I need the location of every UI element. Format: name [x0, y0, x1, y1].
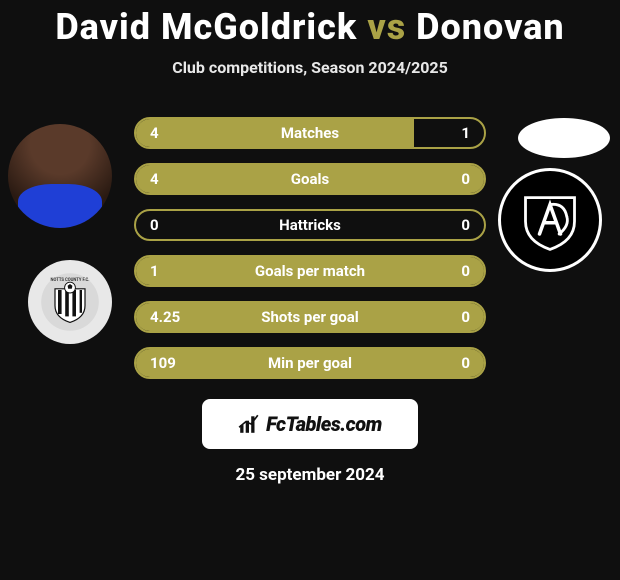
- stat-value-left: 1: [136, 262, 206, 280]
- stat-label: Min per goal: [206, 354, 414, 372]
- stat-value-right: 0: [414, 308, 484, 326]
- stat-value-left: 4: [136, 170, 206, 188]
- player-left-avatar: [8, 124, 112, 228]
- stat-row: 109Min per goal0: [134, 347, 486, 379]
- club-right-crest: [498, 168, 602, 272]
- stat-label: Matches: [206, 124, 414, 142]
- stat-value-left: 4: [136, 124, 206, 142]
- title-vs: vs: [367, 6, 406, 48]
- stat-label: Goals: [206, 170, 414, 188]
- stat-value-right: 0: [414, 170, 484, 188]
- stat-row: 0Hattricks0: [134, 209, 486, 241]
- brand-badge[interactable]: FcTables.com: [202, 399, 418, 449]
- stats-container: 4Matches14Goals00Hattricks01Goals per ma…: [134, 117, 486, 379]
- stat-value-right: 1: [414, 124, 484, 142]
- footer-date: 25 september 2024: [0, 465, 620, 485]
- stat-row: 4Goals0: [134, 163, 486, 195]
- title-player2: Donovan: [416, 6, 565, 48]
- stat-value-right: 0: [414, 262, 484, 280]
- stat-row: 1Goals per match0: [134, 255, 486, 287]
- stat-value-right: 0: [414, 216, 484, 234]
- club-shield-icon: [515, 185, 585, 255]
- stat-value-left: 0: [136, 216, 206, 234]
- stat-label: Shots per goal: [206, 308, 414, 326]
- shield-stripes-icon: NOTTS COUNTY F.C.: [40, 272, 100, 332]
- stat-value-left: 109: [136, 354, 206, 372]
- stat-label: Hattricks: [206, 216, 414, 234]
- stat-label: Goals per match: [206, 262, 414, 280]
- chart-icon: [238, 413, 260, 435]
- stat-value-right: 0: [414, 354, 484, 372]
- player-right-avatar: [518, 118, 610, 158]
- club-left-crest: NOTTS COUNTY F.C.: [28, 260, 112, 344]
- page-title: David McGoldrick vs Donovan: [0, 0, 620, 48]
- brand-text: FcTables.com: [266, 412, 382, 436]
- title-player1: David McGoldrick: [55, 6, 357, 48]
- stat-value-left: 4.25: [136, 308, 206, 326]
- svg-text:NOTTS COUNTY F.C.: NOTTS COUNTY F.C.: [51, 278, 90, 283]
- subtitle: Club competitions, Season 2024/2025: [0, 58, 620, 77]
- stat-row: 4.25Shots per goal0: [134, 301, 486, 333]
- stat-row: 4Matches1: [134, 117, 486, 149]
